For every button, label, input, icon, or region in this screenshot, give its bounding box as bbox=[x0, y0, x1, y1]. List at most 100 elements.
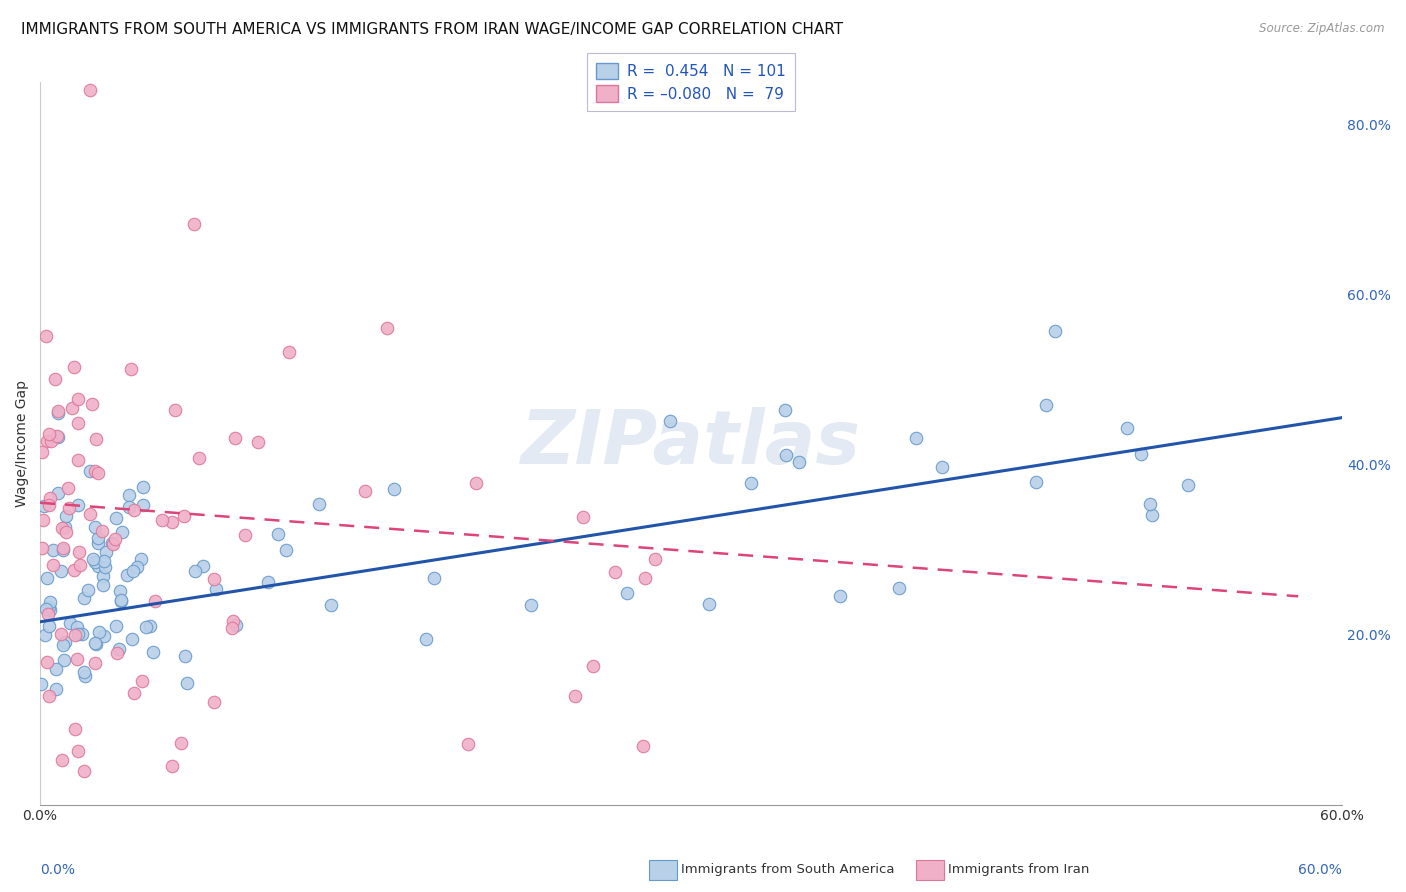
Point bbox=[163, 403, 186, 417]
Point bbox=[142, 645, 165, 659]
Point bbox=[84, 637, 107, 651]
Point bbox=[93, 554, 115, 568]
Point bbox=[108, 641, 131, 656]
Point bbox=[35, 601, 58, 615]
Text: Immigrants from Iran: Immigrants from Iran bbox=[948, 863, 1090, 876]
Point bbox=[38, 426, 60, 441]
FancyBboxPatch shape bbox=[915, 860, 943, 880]
Point bbox=[931, 460, 953, 475]
Point bbox=[787, 455, 810, 469]
Point bbox=[67, 416, 90, 430]
Point bbox=[84, 432, 107, 446]
Point bbox=[67, 392, 90, 406]
Point bbox=[83, 656, 105, 670]
Point bbox=[55, 508, 77, 523]
Point bbox=[122, 686, 145, 700]
Point bbox=[520, 598, 543, 612]
Point bbox=[1177, 478, 1199, 492]
Point bbox=[634, 571, 657, 585]
Text: IMMIGRANTS FROM SOUTH AMERICA VS IMMIGRANTS FROM IRAN WAGE/INCOME GAP CORRELATIO: IMMIGRANTS FROM SOUTH AMERICA VS IMMIGRA… bbox=[21, 22, 844, 37]
Point bbox=[183, 564, 205, 578]
Point bbox=[659, 414, 682, 428]
Point bbox=[91, 577, 114, 591]
Point bbox=[67, 453, 90, 467]
Point bbox=[117, 568, 139, 582]
Point bbox=[889, 581, 911, 595]
Point bbox=[52, 638, 75, 652]
Point bbox=[46, 486, 69, 500]
Point bbox=[105, 646, 128, 660]
Point bbox=[188, 451, 211, 466]
Text: Immigrants from South America: Immigrants from South America bbox=[681, 863, 894, 876]
Point bbox=[38, 595, 60, 609]
Point bbox=[1025, 475, 1047, 490]
Point bbox=[73, 764, 96, 778]
Point bbox=[1116, 421, 1139, 435]
Point bbox=[118, 500, 141, 514]
Point bbox=[176, 675, 198, 690]
Point bbox=[87, 558, 110, 573]
Point bbox=[39, 491, 62, 505]
Point bbox=[76, 583, 98, 598]
Point bbox=[415, 632, 437, 646]
Point bbox=[308, 497, 330, 511]
Point bbox=[101, 536, 124, 550]
Point bbox=[104, 532, 127, 546]
Point bbox=[572, 509, 595, 524]
Text: ZIPatlas: ZIPatlas bbox=[520, 407, 860, 480]
Point bbox=[84, 520, 107, 534]
Point bbox=[125, 559, 148, 574]
Point bbox=[773, 403, 796, 417]
Point bbox=[582, 658, 605, 673]
Point bbox=[46, 406, 69, 420]
Point bbox=[67, 545, 90, 559]
Point bbox=[87, 531, 110, 545]
Point bbox=[257, 574, 280, 589]
Point bbox=[278, 345, 301, 359]
Point bbox=[267, 526, 290, 541]
Point bbox=[38, 618, 60, 632]
Point bbox=[45, 661, 67, 675]
Point bbox=[169, 735, 191, 749]
Point bbox=[46, 404, 69, 418]
Point bbox=[122, 502, 145, 516]
Point bbox=[375, 321, 398, 335]
Point bbox=[205, 582, 228, 597]
Point bbox=[191, 558, 214, 573]
Point bbox=[44, 372, 66, 386]
Point bbox=[129, 552, 152, 566]
Point bbox=[150, 513, 173, 527]
Point bbox=[30, 677, 52, 691]
Point bbox=[79, 464, 101, 478]
Point bbox=[79, 83, 101, 97]
Point bbox=[53, 520, 76, 534]
Point bbox=[110, 594, 132, 608]
Point bbox=[110, 584, 132, 599]
Point bbox=[174, 648, 197, 663]
Point bbox=[66, 498, 89, 512]
Point bbox=[53, 653, 76, 667]
Point bbox=[233, 527, 256, 541]
Point bbox=[246, 434, 269, 449]
Point bbox=[122, 565, 145, 579]
Point bbox=[89, 625, 111, 640]
Point bbox=[45, 429, 67, 443]
Point bbox=[37, 571, 59, 585]
Point bbox=[34, 628, 56, 642]
Point bbox=[37, 434, 59, 449]
Point bbox=[101, 537, 124, 551]
Point bbox=[605, 566, 627, 580]
Point bbox=[66, 744, 89, 758]
Point bbox=[79, 507, 101, 521]
Text: 0.0%: 0.0% bbox=[41, 863, 75, 877]
Point bbox=[38, 600, 60, 615]
Point bbox=[42, 542, 65, 557]
Point bbox=[120, 361, 142, 376]
Point bbox=[382, 482, 405, 496]
Point bbox=[697, 598, 720, 612]
Point bbox=[31, 541, 53, 555]
Text: Source: ZipAtlas.com: Source: ZipAtlas.com bbox=[1260, 22, 1385, 36]
Point bbox=[91, 569, 114, 583]
Point bbox=[104, 618, 127, 632]
Point bbox=[740, 476, 762, 491]
